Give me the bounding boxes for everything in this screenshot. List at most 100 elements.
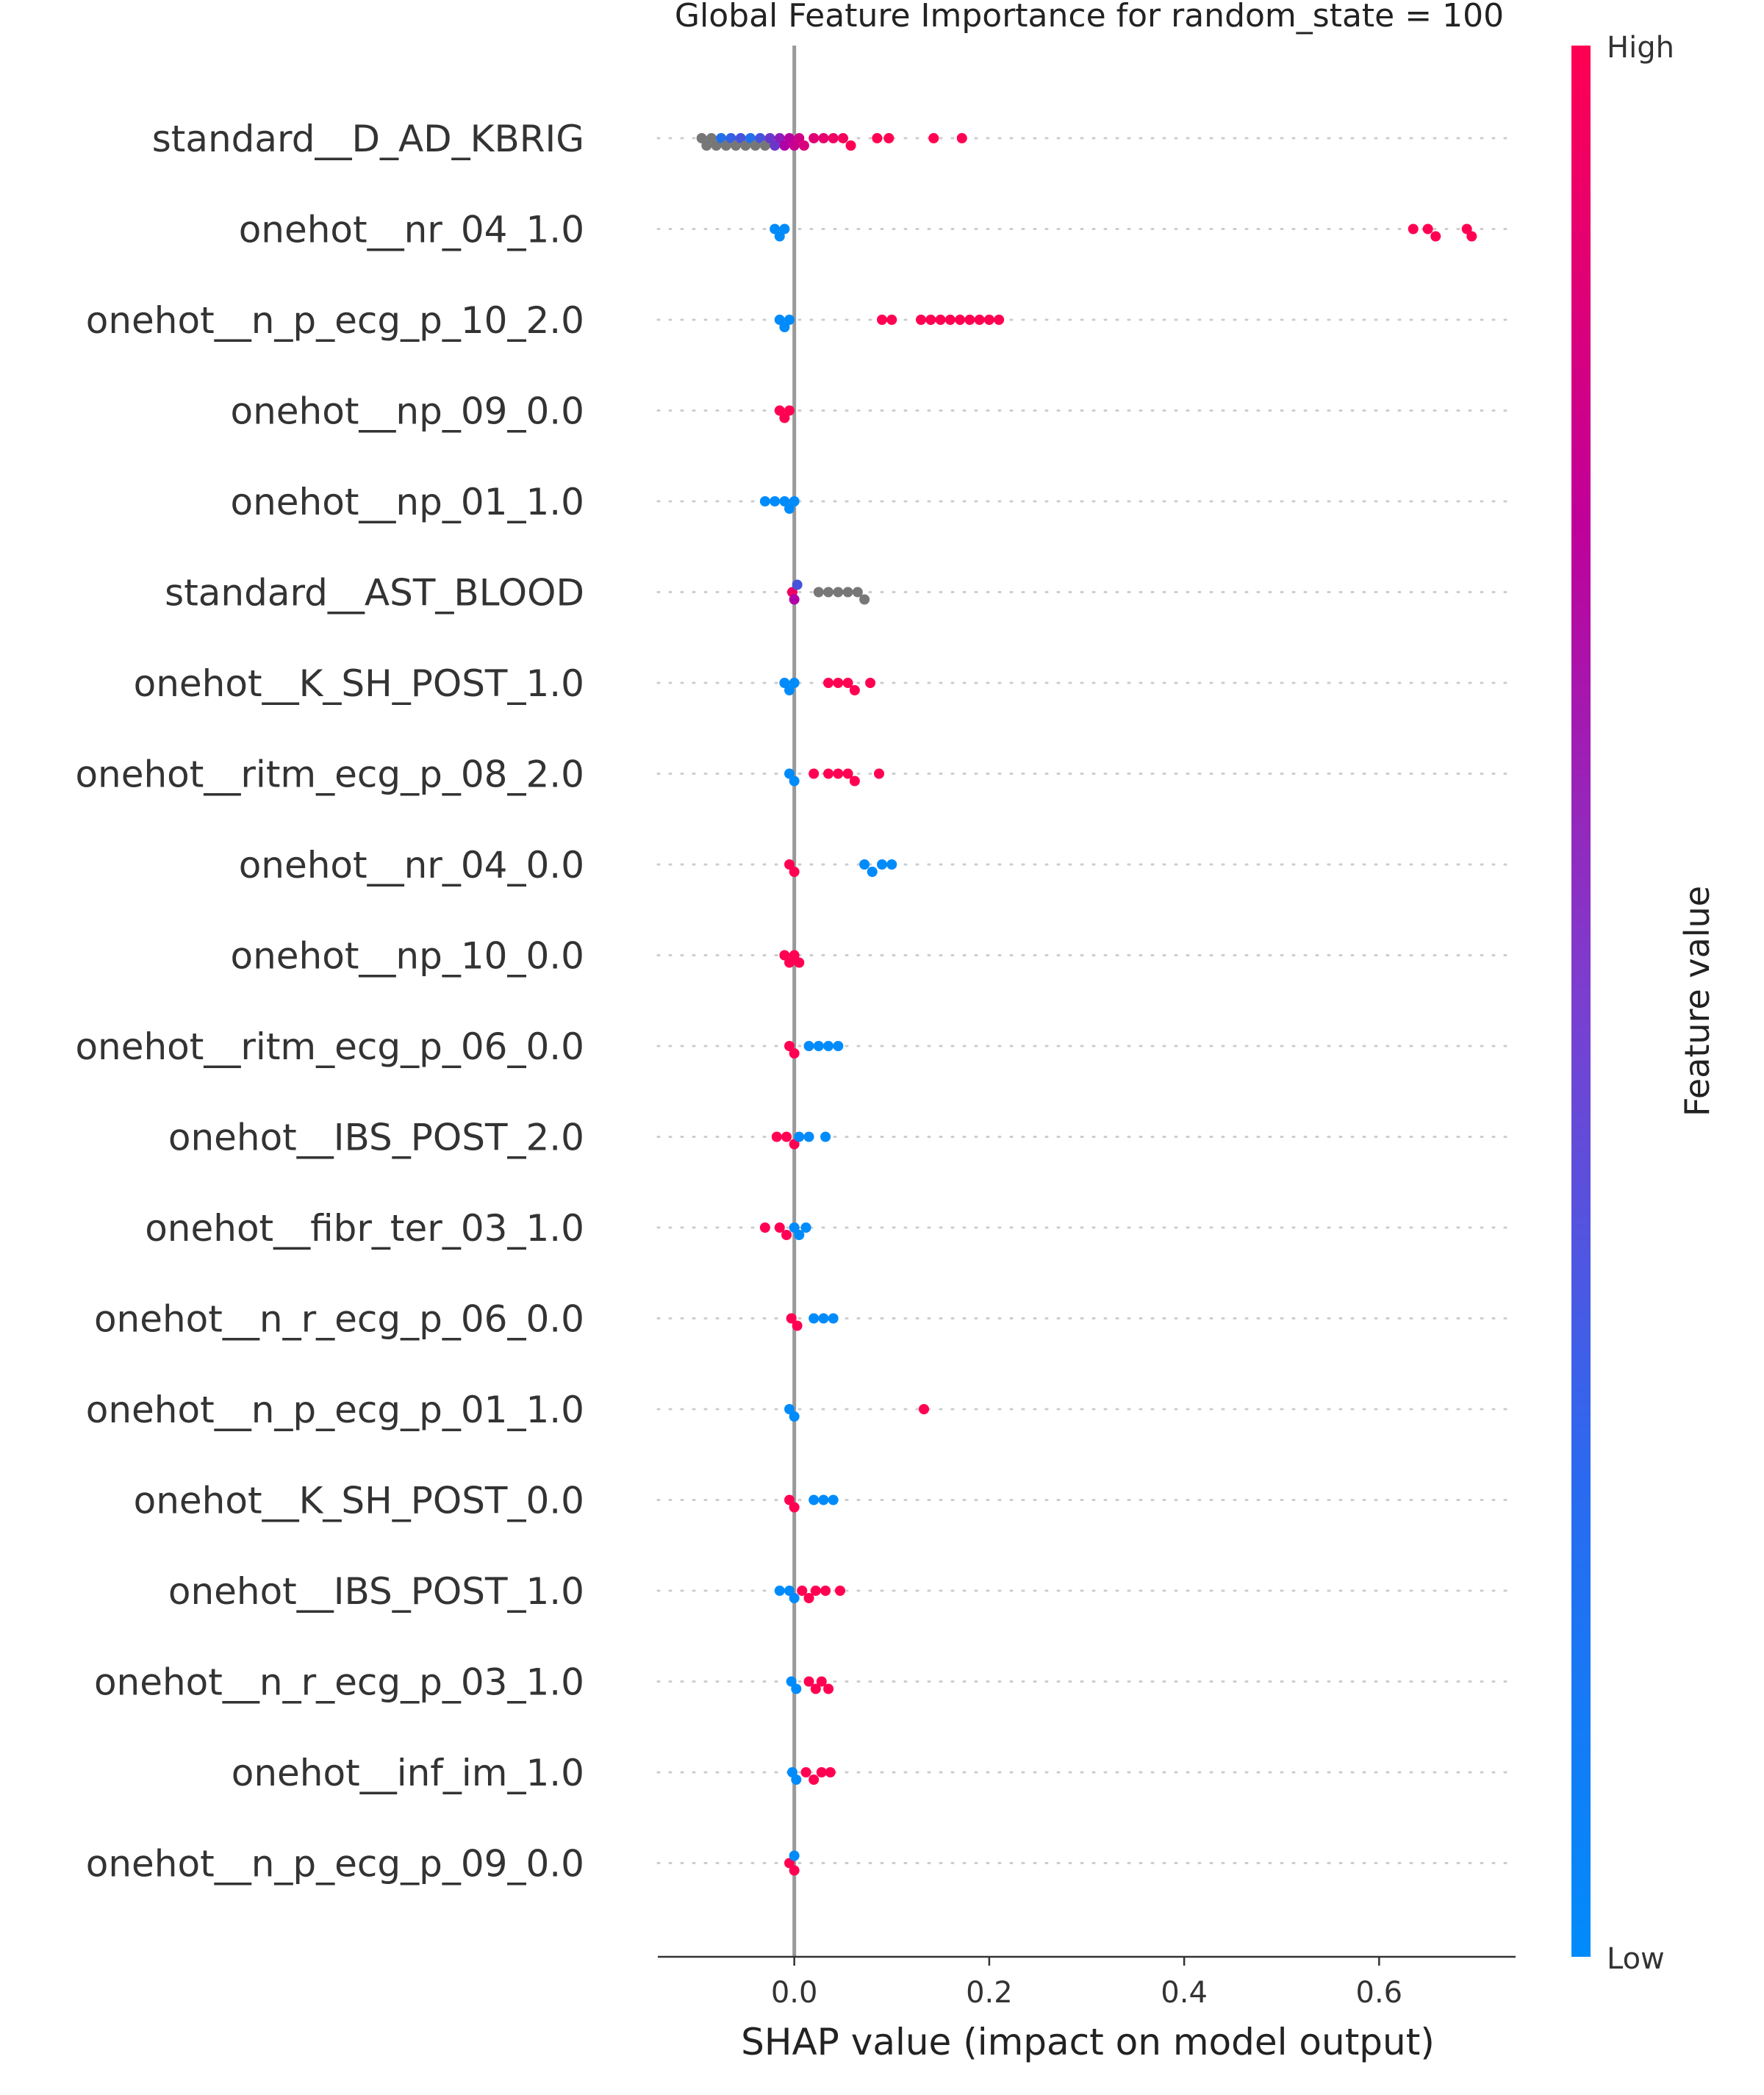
shap-point <box>916 315 927 325</box>
shap-point <box>833 678 844 688</box>
shap-point <box>784 1494 795 1505</box>
shap-point <box>803 1593 814 1603</box>
shap-point <box>935 315 946 325</box>
shap-point <box>818 1313 829 1324</box>
shap-point <box>813 1041 824 1051</box>
shap-point <box>774 315 785 325</box>
feature-labels: standard__D_AD_KBRIG onehot__nr_04_1.0one… <box>75 118 584 1885</box>
shap-point <box>789 1865 800 1876</box>
shap-point <box>818 133 829 143</box>
shap-point <box>779 678 790 688</box>
feature-label: onehot__IBS_POST_2.0 <box>168 1117 584 1159</box>
shap-point <box>745 133 756 143</box>
shap-point <box>789 594 800 605</box>
shap-point <box>725 133 736 143</box>
shap-point <box>779 950 790 961</box>
shap-point <box>774 1586 785 1596</box>
shap-point <box>800 1222 811 1233</box>
shap-point <box>955 315 966 325</box>
shap-point <box>711 140 722 151</box>
feature-label: onehot__np_09_0.0 <box>231 390 585 433</box>
shap-point <box>784 768 795 779</box>
shap-point <box>828 1313 839 1324</box>
feature-label: onehot__n_p_ecg_p_09_0.0 <box>86 1843 584 1885</box>
shap-point <box>823 1683 834 1694</box>
shap-point <box>1422 223 1433 234</box>
shap-point <box>859 859 870 870</box>
shap-point <box>791 1683 802 1694</box>
shap-point <box>794 957 805 968</box>
shap-point <box>706 133 717 143</box>
shap-point <box>789 1048 800 1059</box>
feature-label: onehot__np_10_0.0 <box>231 935 585 978</box>
shap-point <box>781 1230 792 1240</box>
shap-point <box>1466 231 1477 242</box>
shap-point <box>808 1775 820 1785</box>
shap-point <box>852 587 863 598</box>
shap-point <box>872 133 883 143</box>
shap-point <box>735 133 746 143</box>
shap-point <box>974 315 985 325</box>
shap-point <box>874 768 885 779</box>
shap-point <box>774 231 785 242</box>
shap-point <box>859 594 870 605</box>
shap-point <box>784 1041 795 1051</box>
shap-point <box>837 133 848 143</box>
shap-point <box>842 587 853 598</box>
shap-point <box>842 678 853 688</box>
shap-point <box>779 322 790 332</box>
shap-point <box>808 1494 820 1505</box>
shap-point <box>791 1775 802 1785</box>
shap-point <box>849 685 860 695</box>
x-tick-label: 0.4 <box>1161 1976 1208 2010</box>
shap-point <box>994 315 1005 325</box>
feature-label: standard__AST_BLOOD <box>165 572 584 615</box>
shap-point <box>833 587 844 598</box>
shap-point <box>820 1586 831 1596</box>
shap-point <box>808 133 820 143</box>
shap-point <box>828 1494 839 1505</box>
x-axis: 0.0 0.2 0.4 0.6 <box>658 1955 1516 2010</box>
shap-point <box>886 859 897 870</box>
shap-point <box>779 412 790 423</box>
shap-point <box>983 315 994 325</box>
shap-point <box>794 133 805 143</box>
shap-point <box>789 1139 800 1150</box>
shap-point <box>808 768 820 779</box>
shap-point <box>810 1586 821 1596</box>
shap-point <box>784 504 795 514</box>
shap-point <box>834 1586 845 1596</box>
shap-point <box>789 678 800 688</box>
feature-label: onehot__n_r_ecg_p_06_0.0 <box>94 1298 584 1341</box>
shap-point <box>720 140 731 151</box>
shap-point <box>823 768 834 779</box>
shap-point <box>779 223 790 234</box>
shap-point <box>786 1676 797 1687</box>
shap-point <box>823 587 834 598</box>
shap-point <box>800 1767 811 1777</box>
shap-point <box>784 1858 795 1869</box>
shap-point <box>770 140 781 151</box>
shap-point <box>803 1676 814 1687</box>
shap-point <box>781 1131 792 1142</box>
shap-point <box>774 405 785 416</box>
shap-point <box>1461 223 1472 234</box>
shap-point <box>789 140 800 151</box>
shap-point <box>798 140 809 151</box>
shap-point <box>833 1041 844 1051</box>
shap-point <box>789 867 800 877</box>
shap-point <box>789 496 800 506</box>
shap-point <box>797 1586 808 1596</box>
feature-label: onehot__K_SH_POST_1.0 <box>134 662 584 705</box>
shap-point <box>696 133 707 143</box>
shap-point <box>701 140 712 151</box>
shap-point <box>867 867 878 877</box>
shap-point <box>759 140 770 151</box>
shap-point <box>755 133 766 143</box>
shap-point <box>784 405 795 416</box>
x-tick-label: 0.2 <box>966 1976 1013 2010</box>
shap-point <box>813 587 824 598</box>
shap-point <box>886 315 897 325</box>
x-tick-label: 0.0 <box>771 1976 818 2010</box>
